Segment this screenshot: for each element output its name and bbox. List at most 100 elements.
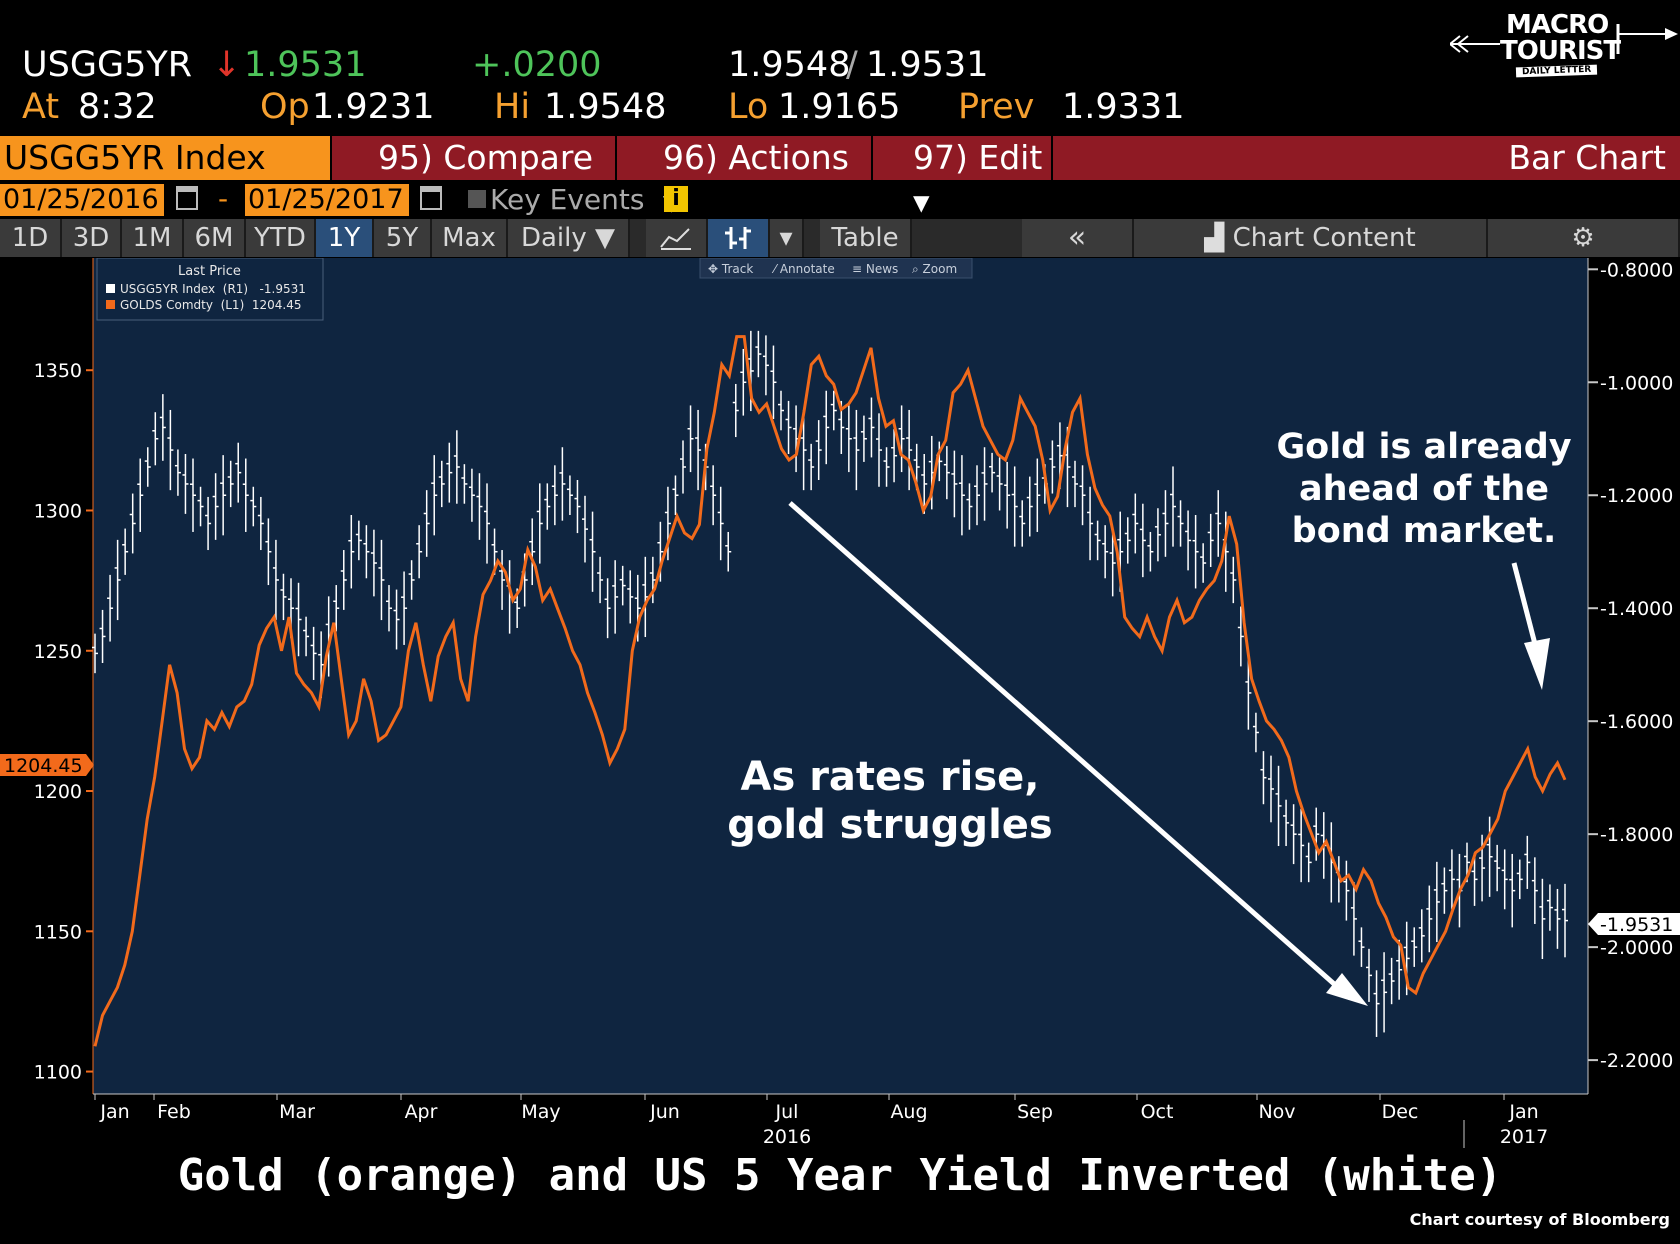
table-button[interactable]: Table (820, 219, 912, 257)
yield-bar (1426, 885, 1433, 953)
frequency-dropdown[interactable]: Daily ▼ (508, 219, 630, 257)
period-6m[interactable]: 6M (184, 219, 246, 257)
period-3d[interactable]: 3D (62, 219, 122, 257)
line-chart-icon[interactable] (646, 219, 708, 257)
yield-bar (958, 455, 965, 536)
news-tool[interactable]: ≡ News (852, 262, 898, 276)
yield-bar (627, 570, 634, 624)
right-tick-label: -2.0000 (1600, 937, 1673, 959)
yield-bar (566, 475, 573, 516)
yield-bar (860, 415, 867, 462)
edit-menu[interactable]: 97) Edit ▾ (871, 136, 1051, 221)
start-calendar-icon[interactable] (176, 186, 198, 210)
open-value: 1.9231 (312, 87, 435, 127)
period-1d[interactable]: 1D (0, 219, 62, 257)
yield-bar (1011, 466, 1018, 547)
chart-style-dropdown-icon[interactable]: ▾ (770, 219, 804, 257)
annotation-arrow-ahead (1511, 562, 1550, 690)
period-5y[interactable]: 5Y (374, 219, 432, 257)
yield-bar (1004, 461, 1011, 529)
end-date-input[interactable]: 01/25/2017 (245, 184, 409, 216)
yield-bar (725, 531, 732, 572)
year-label-2017: 2017 (1500, 1126, 1548, 1148)
low-label: Lo (728, 87, 769, 127)
year-label-2016: 2016 (763, 1126, 811, 1148)
x-tick-label: Oct (1141, 1101, 1174, 1123)
yield-bar (1471, 852, 1478, 906)
annotation-rates-line2: gold struggles (727, 802, 1052, 848)
yield-bar (1192, 515, 1199, 589)
settings-gear-icon[interactable]: ⚙ (1488, 219, 1680, 257)
yield-bar (1418, 909, 1425, 963)
yield-bar (1305, 842, 1312, 883)
info-icon[interactable]: i (664, 186, 688, 212)
yield-bar (853, 409, 860, 491)
quote-row-1: USGG5YR ↓ 1.9531 +.0200 1.9548 / 1.9531 (0, 42, 1680, 88)
yield-bar (943, 446, 950, 500)
legend: Last Price USGG5YR Index (R1) -1.9531 GO… (96, 258, 324, 321)
yield-bar (1034, 458, 1041, 532)
yield-bar (99, 609, 106, 664)
collapse-icon[interactable]: « (1022, 219, 1134, 257)
left-tick-label: 1300 (34, 500, 82, 522)
yield-bar (755, 330, 762, 378)
yield-bar (212, 473, 219, 540)
yield-bar (1237, 606, 1244, 667)
yield-bar (815, 420, 822, 480)
zoom-tool[interactable]: ⌕ Zoom (912, 262, 957, 276)
yield-bar (355, 520, 362, 561)
yield-bar (333, 585, 340, 632)
yield-bar (401, 571, 408, 645)
legend-swatch-gold (106, 300, 115, 309)
yield-bar (416, 525, 423, 579)
prev-value: 1.9331 (1062, 87, 1185, 127)
yield-bar (732, 383, 739, 438)
period-1y[interactable]: 1Y (316, 219, 374, 257)
yield-bar (453, 430, 460, 504)
yield-bar (1313, 807, 1320, 861)
key-events-checkbox[interactable] (468, 190, 486, 208)
period-ytd[interactable]: YTD (246, 219, 316, 257)
yield-bar (1501, 849, 1508, 910)
yield-bar (190, 458, 196, 532)
yield-bar (137, 458, 144, 532)
track-tool[interactable]: ✥ Track (708, 262, 753, 276)
left-tick-label: 1200 (34, 781, 82, 803)
period-max[interactable]: Max (432, 219, 508, 257)
right-tick-label: -1.0000 (1600, 372, 1673, 394)
yield-bar (280, 573, 287, 621)
actions-menu[interactable]: 96) Actions ▾ (615, 136, 871, 221)
yield-bar (1019, 500, 1026, 547)
chart-content-button[interactable]: ▟ Chart Content (1134, 219, 1488, 257)
end-calendar-icon[interactable] (420, 186, 442, 210)
security-name-field[interactable]: USGG5YR Index (0, 136, 330, 180)
last-price: 1.9531 (244, 45, 367, 85)
net-change: +.0200 (472, 45, 602, 85)
gold-series-line (93, 335, 1567, 1047)
right-tick-label: -1.8000 (1600, 824, 1673, 846)
x-tick-label: Jan (99, 1101, 129, 1123)
x-tick-label: Jun (649, 1101, 680, 1123)
yield-bar (167, 409, 174, 491)
legend-swatch-yield (106, 284, 115, 293)
compare-button[interactable]: 95) Compare (330, 136, 615, 180)
annotate-tool[interactable]: ⁄ Annotate (771, 262, 835, 276)
start-date-input[interactable]: 01/25/2016 (0, 184, 164, 216)
yield-bar (589, 511, 596, 592)
high-label: Hi (494, 87, 531, 127)
period-1m[interactable]: 1M (122, 219, 184, 257)
yield-bar (257, 496, 264, 551)
yield-bar (107, 574, 114, 642)
yield-bar (152, 412, 159, 466)
gold-last-value: 1204.45 (4, 755, 83, 777)
left-tick-label: 1250 (34, 641, 82, 663)
yield-bar (129, 493, 136, 554)
yield-bar (1154, 508, 1161, 562)
yield-bar (687, 405, 694, 473)
yield-bar (144, 447, 151, 487)
yield-bar (1185, 510, 1192, 571)
bar-chart-icon[interactable] (708, 219, 770, 257)
yield-bar (1124, 517, 1131, 564)
yield-bar (1026, 476, 1033, 537)
